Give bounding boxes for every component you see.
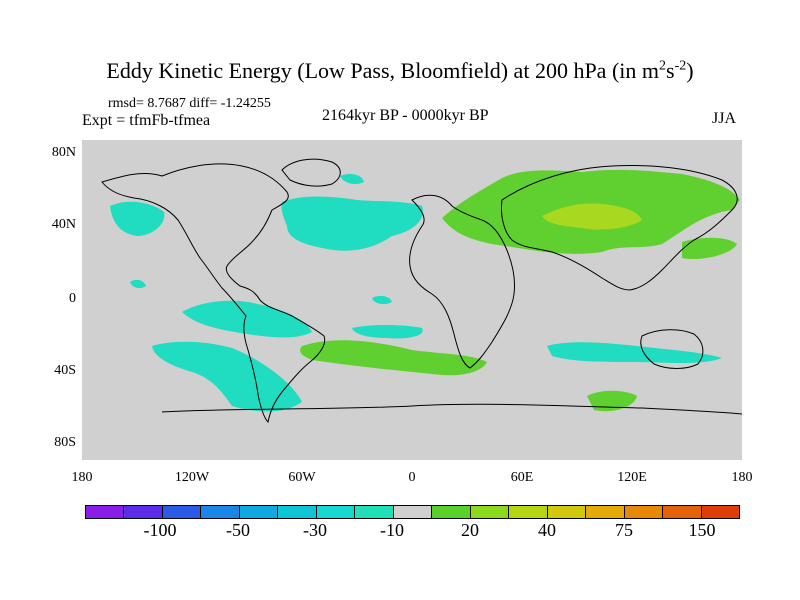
colorbar-label-40: 40 bbox=[538, 520, 556, 540]
lat-label-80n: 80N bbox=[51, 145, 76, 160]
season-label: JJA bbox=[712, 110, 737, 127]
experiment-label: Expt = tfmFb-tfmea bbox=[82, 112, 211, 129]
colorbar-swatch bbox=[586, 506, 625, 518]
stats-text: rmsd= 8.7687 diff= -1.24255 bbox=[108, 96, 271, 111]
lat-label-40n: 40N bbox=[51, 217, 76, 232]
colorbar-swatch bbox=[432, 506, 471, 518]
atlantic-small-teal bbox=[372, 295, 392, 305]
colorbar-swatch bbox=[316, 506, 356, 518]
world-map bbox=[82, 140, 742, 460]
lon-label-60e: 60E bbox=[510, 470, 534, 485]
lon-label-180w: 180 bbox=[71, 470, 93, 485]
indian-teal bbox=[547, 342, 722, 363]
south-indian-green bbox=[587, 390, 637, 412]
colorbar-swatch bbox=[701, 506, 739, 518]
lon-label-120w: 120W bbox=[174, 470, 210, 485]
colorbar-label-150: 150 bbox=[688, 520, 716, 540]
eurasia-yellowgreen-core bbox=[542, 203, 642, 230]
colorbar-swatch bbox=[393, 506, 433, 518]
colorbar-swatch bbox=[470, 506, 510, 518]
lon-label-180e: 180 bbox=[731, 470, 753, 485]
period-label: 2164kyr BP - 0000kyr BP bbox=[322, 107, 489, 124]
colorbar-label-20: 20 bbox=[461, 520, 479, 540]
colorbar-swatch bbox=[201, 506, 240, 518]
atlantic-teal bbox=[352, 325, 423, 339]
coastlines bbox=[101, 158, 742, 424]
colorbar-label-75: 75 bbox=[615, 520, 633, 540]
colorbar-swatch bbox=[86, 506, 125, 518]
arctic-teal bbox=[340, 174, 364, 184]
colorbar-swatch bbox=[663, 506, 702, 518]
lon-label-120e: 120E bbox=[617, 470, 647, 485]
colorbar-swatch bbox=[124, 506, 163, 518]
colorbar-swatch bbox=[547, 506, 587, 518]
chart-title: Eddy Kinetic Energy (Low Pass, Bloomfiel… bbox=[106, 58, 694, 83]
colorbar-swatch bbox=[278, 506, 317, 518]
colorbar bbox=[85, 505, 740, 519]
colorbar-swatch bbox=[624, 506, 664, 518]
south-pacific-teal bbox=[152, 341, 302, 412]
lat-label-80s: 80S bbox=[54, 435, 76, 450]
lon-label-60w: 60W bbox=[288, 470, 316, 485]
north-pacific-teal bbox=[110, 201, 165, 236]
southern-green-band bbox=[300, 340, 487, 376]
colorbar-swatch bbox=[239, 506, 279, 518]
colorbar-label-minus50: -50 bbox=[226, 520, 250, 540]
pacific-green-patch bbox=[682, 237, 737, 260]
colorbar-swatch bbox=[162, 506, 202, 518]
colorbar-label-minus30: -30 bbox=[303, 520, 327, 540]
colorbar-swatch bbox=[509, 506, 548, 518]
north-atlantic-teal bbox=[281, 196, 423, 251]
west-pacific-teal bbox=[130, 279, 146, 289]
pacific-teal-1 bbox=[182, 300, 312, 338]
lat-label-0: 0 bbox=[69, 291, 76, 306]
colorbar-swatch bbox=[355, 506, 394, 518]
lon-label-0: 0 bbox=[408, 470, 416, 485]
colorbar-label-minus100: -100 bbox=[143, 520, 177, 540]
lat-label-40s: 40S bbox=[54, 363, 76, 378]
colorbar-label-minus10: -10 bbox=[380, 520, 404, 540]
